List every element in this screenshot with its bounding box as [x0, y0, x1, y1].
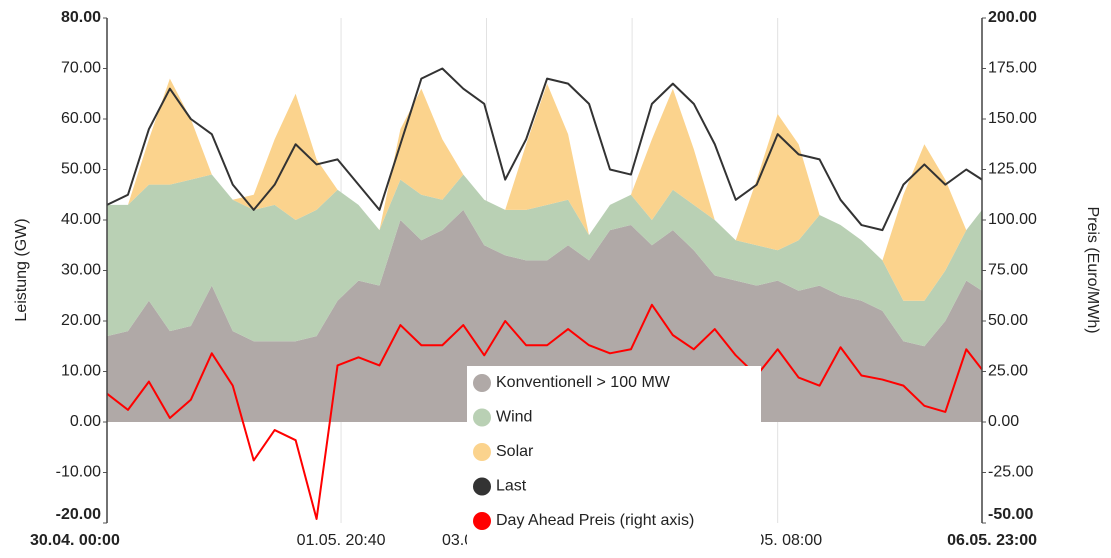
y2-tick-label: 25.00: [988, 363, 1028, 380]
y-tick-label: 20.00: [61, 312, 101, 329]
legend: Konventionell > 100 MW Wind Solar Last Day A…: [467, 366, 761, 556]
legend-marker: [473, 512, 491, 530]
legend-label: Solar: [496, 443, 534, 460]
y-tick-label: 80.00: [61, 9, 101, 26]
y2-tick-label: 0.00: [988, 413, 1019, 430]
y-tick-label: 60.00: [61, 110, 101, 127]
legend-label: Konventionell > 100 MW: [496, 374, 671, 391]
y2-tick-label: 200.00: [988, 9, 1037, 26]
y2-tick-label: 150.00: [988, 110, 1037, 127]
legend-marker: [473, 374, 491, 392]
x-tick-label: 01.05. 20:40: [297, 532, 386, 549]
legend-box: [467, 366, 761, 556]
y-axis-label: Leistung (GW): [13, 218, 30, 321]
y2-axis-label: Preis (Euro/MWh): [1084, 206, 1101, 333]
legend-label: Last: [496, 478, 527, 495]
y2-tick-label: 125.00: [988, 161, 1037, 178]
y2-tick-label: 175.00: [988, 60, 1037, 77]
line: [106, 303, 983, 520]
y-tick-label: 0.00: [70, 413, 101, 430]
y-tick-label: 40.00: [61, 211, 101, 228]
legend-marker: [473, 443, 491, 461]
x-tick-label: 06.05. 23:00: [947, 532, 1037, 549]
area: [107, 78, 982, 301]
y2-tick-label: 75.00: [988, 262, 1028, 279]
y-tick-label: -10.00: [56, 464, 101, 481]
areas: [107, 78, 982, 422]
line: [106, 67, 983, 232]
y-tick-label: 10.00: [61, 363, 101, 380]
y2-tick-label: -50.00: [988, 506, 1033, 523]
lines: [106, 67, 983, 520]
y2-tick-label: 50.00: [988, 312, 1028, 329]
legend-marker: [473, 477, 491, 496]
y-tick-label: 30.00: [61, 262, 101, 279]
area: [107, 209, 982, 422]
x-tick-label: 30.04. 00:00: [30, 532, 120, 549]
legend-label: Wind: [496, 409, 532, 426]
y2-tick-label: -25.00: [988, 464, 1033, 481]
y2-tick-label: 100.00: [988, 211, 1037, 228]
legend-label: Day Ahead Preis (right axis): [496, 512, 694, 529]
y-tick-label: 50.00: [61, 161, 101, 178]
legend-marker: [473, 408, 491, 427]
area: [107, 174, 982, 347]
y-tick-label: -20.00: [56, 506, 101, 523]
y-tick-label: 70.00: [61, 60, 101, 77]
